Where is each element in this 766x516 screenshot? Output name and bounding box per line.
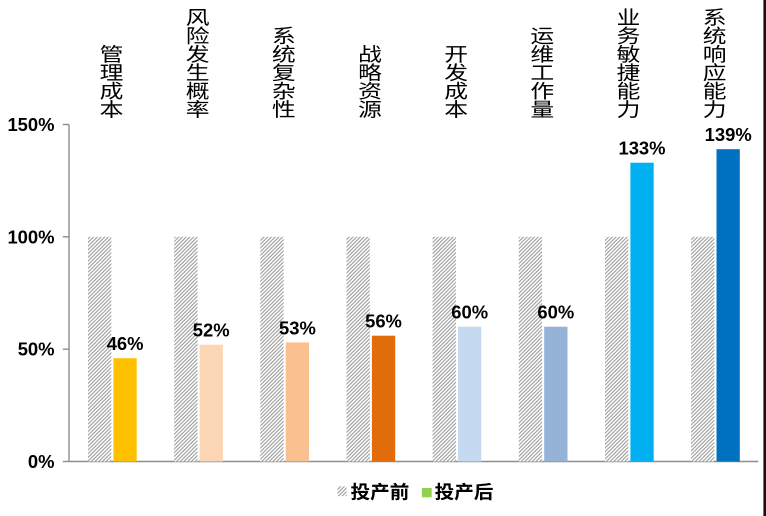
svg-text:139%: 139%: [705, 124, 752, 145]
svg-text:46%: 46%: [107, 333, 144, 354]
svg-text:150%: 150%: [7, 114, 54, 135]
svg-text:100%: 100%: [7, 226, 54, 247]
svg-text:0%: 0%: [28, 451, 55, 472]
svg-text:50%: 50%: [18, 339, 55, 360]
svg-text:52%: 52%: [193, 320, 230, 341]
svg-text:60%: 60%: [537, 302, 574, 323]
svg-text:133%: 133%: [618, 138, 665, 159]
svg-text:53%: 53%: [279, 317, 316, 338]
svg-text:56%: 56%: [365, 311, 402, 332]
svg-text:60%: 60%: [451, 302, 488, 323]
